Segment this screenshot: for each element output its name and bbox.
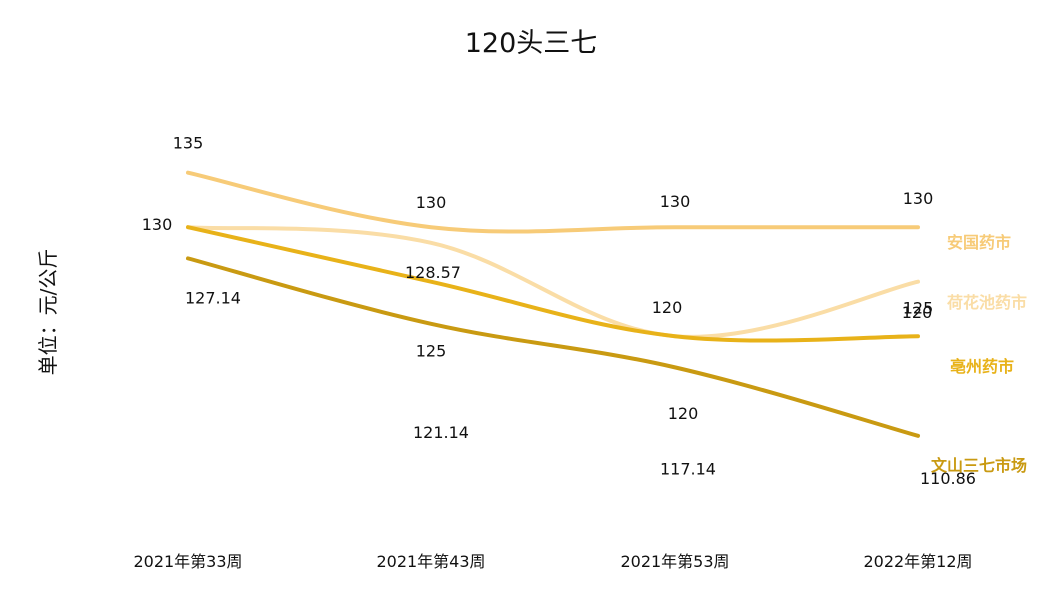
data-label: 130 (142, 215, 173, 234)
series-line-2 (186, 225, 920, 339)
data-label: 130 (660, 192, 691, 211)
data-label: 130 (416, 193, 447, 212)
data-label: 110.86 (920, 469, 976, 488)
data-label: 125 (903, 299, 934, 318)
series-label-2: 荷花池药市 (947, 293, 1027, 312)
series-lines (186, 170, 920, 438)
x-axis-ticks: 2021年第33周 2021年第43周 2021年第53周 2022年第12周 (133, 552, 972, 571)
data-label: 127.14 (185, 288, 241, 307)
data-label: 117.14 (660, 459, 716, 478)
x-tick-label: 2022年第12周 (863, 552, 972, 571)
y-axis-label: 单位：元/公斤 (36, 249, 60, 376)
data-label: 120 (902, 303, 933, 322)
series-label-1: 安国药市 (947, 233, 1011, 252)
chart-title: 120头三七 (465, 28, 598, 59)
data-label: 120 (652, 298, 683, 317)
x-tick-label: 2021年第53周 (620, 552, 729, 571)
data-label: 120 (668, 404, 699, 423)
series-label-4: 文山三七市场 (931, 456, 1027, 475)
x-tick-label: 2021年第33周 (133, 552, 242, 571)
data-label: 121.14 (413, 423, 469, 442)
series-line-1 (186, 170, 920, 234)
series-line-3 (186, 225, 920, 343)
series-line-4 (186, 256, 920, 438)
data-label: 130 (903, 189, 934, 208)
data-label: 125 (416, 342, 447, 361)
x-tick-label: 2021年第43周 (376, 552, 485, 571)
series-label-3: 亳州药市 (950, 357, 1014, 376)
data-label: 128.57 (405, 263, 461, 282)
data-label: 135 (173, 134, 204, 153)
